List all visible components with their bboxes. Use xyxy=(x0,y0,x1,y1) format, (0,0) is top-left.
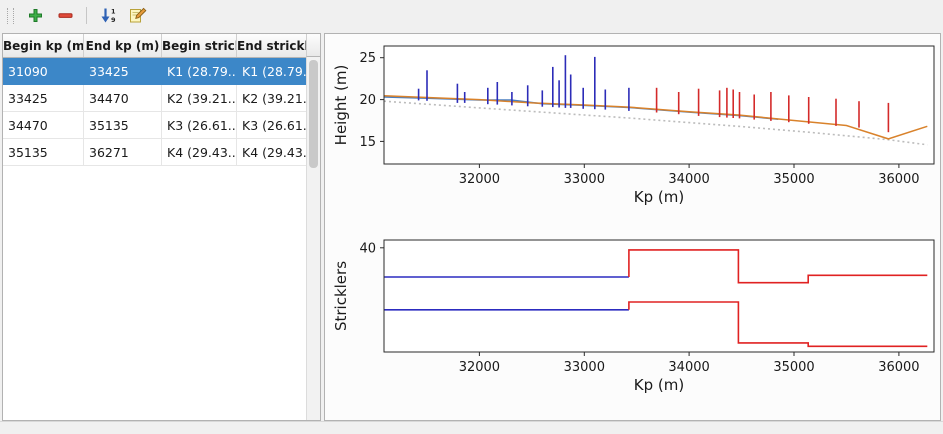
table-cell[interactable]: 35135 xyxy=(3,138,84,166)
svg-text:35000: 35000 xyxy=(773,172,814,187)
table-cell[interactable]: 34470 xyxy=(83,84,162,112)
table-cell[interactable]: K2 (39.21... xyxy=(236,84,310,112)
table-body: 31090 33425 K1 (28.79... K1 (28.79... 33425 3… xyxy=(3,57,310,166)
svg-text:32000: 32000 xyxy=(459,360,500,375)
svg-text:34000: 34000 xyxy=(668,172,709,187)
svg-text:35000: 35000 xyxy=(773,360,814,375)
table-cell[interactable]: K4 (29.43... xyxy=(236,138,310,166)
column-header[interactable]: End kp (m) xyxy=(83,34,162,58)
toolbar-separator xyxy=(86,7,87,24)
table-cell[interactable]: K2 (39.21... xyxy=(161,84,237,112)
svg-text:Stricklers: Stricklers xyxy=(332,261,350,331)
table-cell[interactable]: 33425 xyxy=(3,84,84,112)
svg-text:36000: 36000 xyxy=(878,172,919,187)
stricklers-chart: 32000 33000 34000 35000 36000 40 Kp (m) Strickl… xyxy=(332,239,935,394)
svg-text:Height (m): Height (m) xyxy=(332,65,350,146)
svg-text:15: 15 xyxy=(359,135,376,150)
svg-text:34000: 34000 xyxy=(668,360,709,375)
svg-text:40: 40 xyxy=(359,241,376,256)
column-header[interactable]: Begin kp (m) xyxy=(3,34,84,58)
height-profile-chart: 32000 33000 34000 35000 36000 15 20 25 Kp (m) Hei… xyxy=(332,45,935,206)
toolbar: 1 9 xyxy=(0,0,943,31)
column-header[interactable]: End strickler xyxy=(236,34,310,58)
stricklers-zones-table-panel: Begin kp (m)End kp (m)Begin stricklerEnd… xyxy=(2,33,321,421)
svg-text:32000: 32000 xyxy=(459,172,500,187)
column-header[interactable]: Begin strickler xyxy=(161,34,237,58)
svg-text:36000: 36000 xyxy=(878,360,919,375)
table-header-row: Begin kp (m)End kp (m)Begin stricklerEnd… xyxy=(3,34,310,58)
sort-numeric-icon: 1 9 xyxy=(101,8,116,24)
edit-icon xyxy=(130,7,147,23)
table-cell[interactable]: 31090 xyxy=(3,57,84,85)
plus-icon xyxy=(28,9,42,22)
svg-text:33000: 33000 xyxy=(564,172,605,187)
svg-text:20: 20 xyxy=(359,93,376,108)
table-cell[interactable]: K3 (26.61... xyxy=(236,111,310,139)
toolbar-drag-handle[interactable] xyxy=(7,7,14,24)
edit-button[interactable] xyxy=(125,4,151,28)
svg-text:9: 9 xyxy=(111,16,116,24)
table-row[interactable]: 34470 35135 K3 (26.61... K3 (26.61... xyxy=(3,111,310,139)
svg-text:25: 25 xyxy=(359,51,376,66)
sort-rows-button[interactable]: 1 9 xyxy=(95,4,121,28)
stricklers-zones-table: Begin kp (m)End kp (m)Begin stricklerEnd… xyxy=(3,34,310,166)
table-row[interactable]: 33425 34470 K2 (39.21... K2 (39.21... xyxy=(3,84,310,112)
table-cell[interactable]: 36271 xyxy=(83,138,162,166)
add-row-button[interactable] xyxy=(22,4,48,28)
status-bar xyxy=(0,421,943,434)
table-cell[interactable]: 34470 xyxy=(3,111,84,139)
table-cell[interactable]: K1 (28.79... xyxy=(161,57,237,85)
table-cell[interactable]: 35135 xyxy=(83,111,162,139)
svg-text:Kp (m): Kp (m) xyxy=(634,188,684,206)
header-filler xyxy=(306,34,320,57)
svg-text:1: 1 xyxy=(111,8,116,16)
table-cell[interactable]: K3 (26.61... xyxy=(161,111,237,139)
table-cell[interactable]: K1 (28.79... xyxy=(236,57,310,85)
table-row[interactable]: 31090 33425 K1 (28.79... K1 (28.79... xyxy=(3,57,310,85)
svg-text:33000: 33000 xyxy=(564,360,605,375)
scrollbar-thumb[interactable] xyxy=(309,60,318,168)
table-row[interactable]: 35135 36271 K4 (29.43... K4 (29.43... xyxy=(3,138,310,166)
table-cell[interactable]: 33425 xyxy=(83,57,162,85)
minus-icon xyxy=(58,13,72,18)
table-cell[interactable]: K4 (29.43... xyxy=(161,138,237,166)
table-vertical-scrollbar[interactable] xyxy=(306,57,320,420)
remove-row-button[interactable] xyxy=(52,4,78,28)
plots-panel: 32000 33000 34000 35000 36000 15 20 25 Kp (m) Hei… xyxy=(324,33,941,421)
svg-text:Kp (m): Kp (m) xyxy=(634,376,684,394)
